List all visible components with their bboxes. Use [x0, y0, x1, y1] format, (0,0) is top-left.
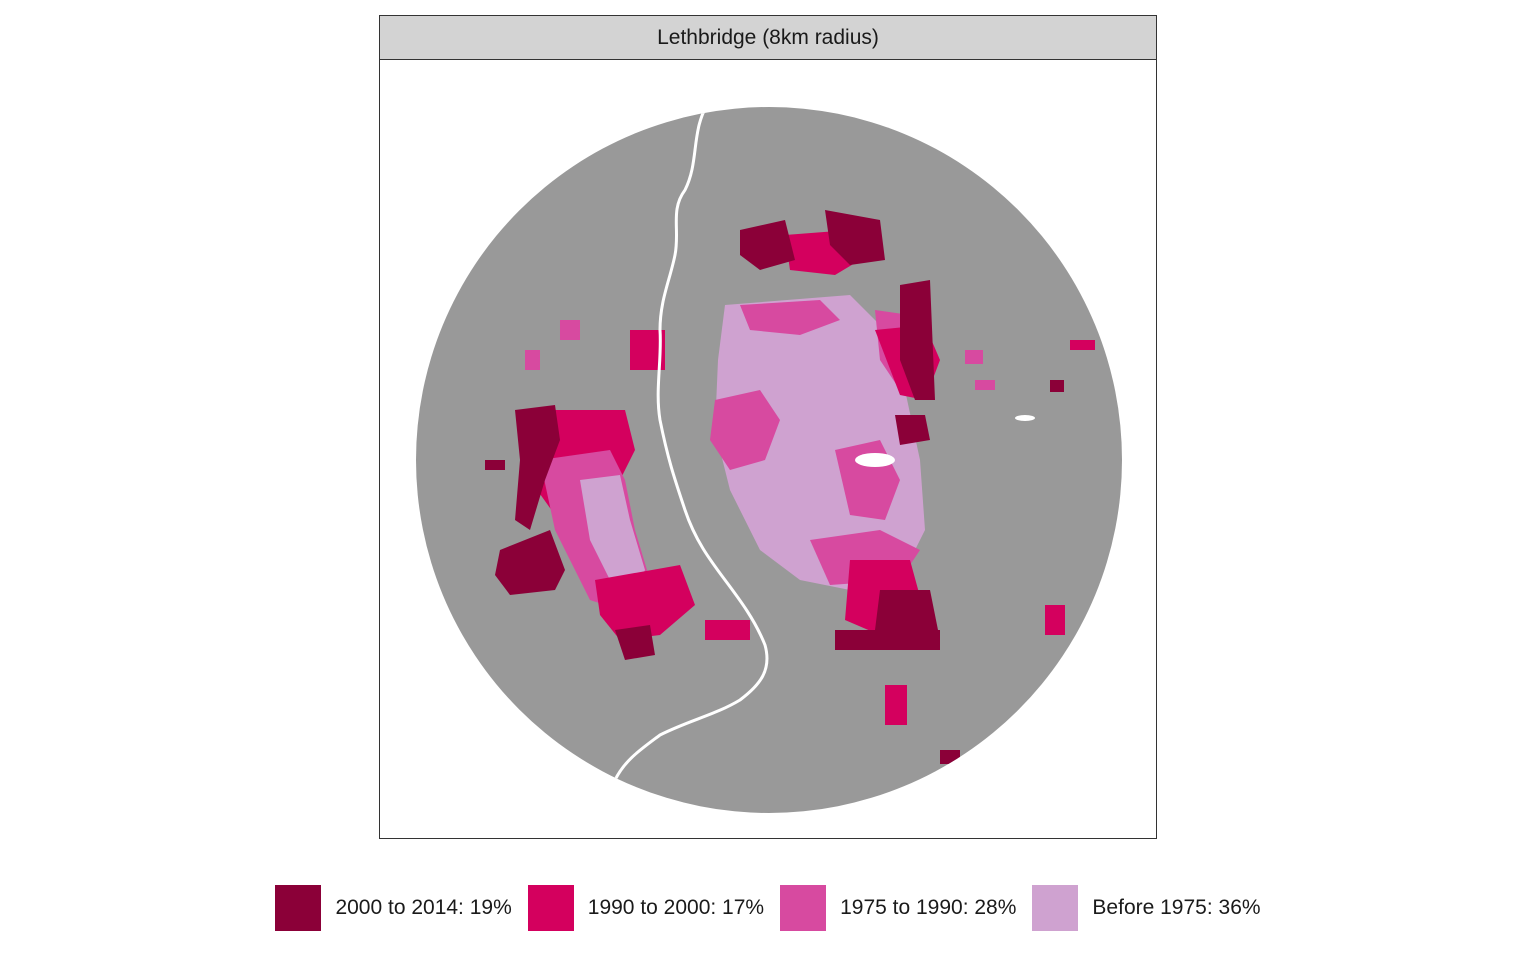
east-2000-b [825, 210, 885, 265]
map-panel: Lethbridge (8km radius) [379, 15, 1157, 840]
east-2000-c [900, 280, 935, 400]
legend-label: 2000 to 2014: 19% [335, 896, 512, 919]
patch-10 [560, 320, 580, 340]
legend-swatch [527, 885, 574, 931]
panel-title: Lethbridge (8km radius) [379, 15, 1157, 61]
legend-label: Before 1975: 36% [1092, 896, 1261, 919]
west-2000-c [615, 625, 655, 660]
patch-2 [1050, 380, 1064, 392]
patch-6 [885, 685, 907, 725]
patch-8 [705, 620, 750, 640]
east-1975-b [740, 300, 840, 335]
legend-swatch [275, 885, 322, 931]
east-2000-a [740, 220, 795, 270]
east-2000-e [835, 630, 940, 650]
west-2000-b [495, 530, 565, 595]
west-2000-a [515, 405, 560, 530]
legend: 2000 to 2014: 19% 1990 to 2000: 17% 1975… [0, 884, 1536, 932]
lake-2 [1015, 415, 1035, 421]
built-up-area-map [416, 107, 1122, 813]
legend-item-1990-2000: 1990 to 2000: 17% [527, 885, 765, 931]
legend-item-1975-1990: 1975 to 1990: 28% [780, 885, 1016, 931]
patch-3 [975, 380, 995, 390]
patch-5 [940, 750, 960, 764]
west-pre1975-a [580, 475, 645, 600]
legend-swatch [780, 885, 827, 931]
legend-label: 1990 to 2000: 17% [587, 896, 765, 919]
west-1990-b [595, 565, 695, 640]
river [613, 107, 769, 781]
patch-11 [1070, 340, 1095, 350]
legend-swatch [1032, 885, 1079, 931]
map-area [379, 60, 1157, 839]
east-1975-a [710, 390, 780, 470]
legend-item-2000-2014: 2000 to 2014: 19% [275, 885, 512, 931]
lake-1 [855, 453, 895, 467]
patch-4 [1045, 605, 1065, 635]
legend-item-before-1975: Before 1975: 36% [1032, 885, 1261, 931]
patch-9 [485, 460, 505, 470]
patch-12 [525, 350, 540, 370]
east-2000-f [895, 415, 930, 445]
patch-1 [965, 350, 983, 364]
legend-label: 1975 to 1990: 28% [840, 896, 1017, 919]
